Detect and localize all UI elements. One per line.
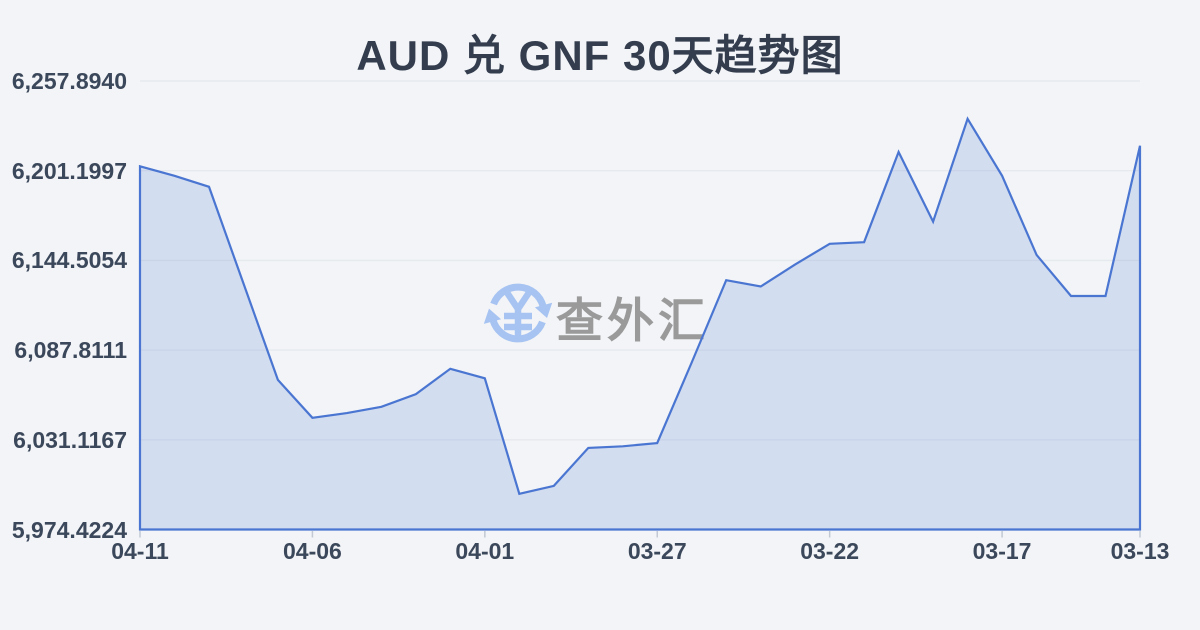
y-axis-label: 6,087.8111 <box>14 337 127 364</box>
y-axis-label: 6,201.1997 <box>11 157 127 184</box>
area-series <box>138 116 1142 531</box>
gridlines <box>140 80 1140 441</box>
x-axis-ticks <box>139 531 1141 538</box>
chart-title: AUD 兑 GNF 30天趋势图 <box>356 32 844 79</box>
y-axis-label: 6,031.1167 <box>13 426 127 453</box>
x-axis-label: 03-13 <box>1110 538 1170 564</box>
watermark: 查外汇 <box>483 283 709 347</box>
x-axis-label: 03-22 <box>800 538 860 564</box>
x-axis-label: 03-17 <box>972 538 1032 564</box>
x-axis-label: 03-27 <box>627 538 687 564</box>
x-axis-label: 04-01 <box>455 538 515 564</box>
x-axis-label: 04-06 <box>282 538 342 564</box>
y-axis-label: 5,974.4224 <box>11 516 127 543</box>
y-axis-label: 6,257.8940 <box>11 68 127 94</box>
currency-sync-icon <box>483 283 553 343</box>
x-axis-label: 04-11 <box>111 538 169 564</box>
watermark-text: 查外汇 <box>556 294 709 347</box>
y-axis-label: 6,144.5054 <box>11 247 127 274</box>
